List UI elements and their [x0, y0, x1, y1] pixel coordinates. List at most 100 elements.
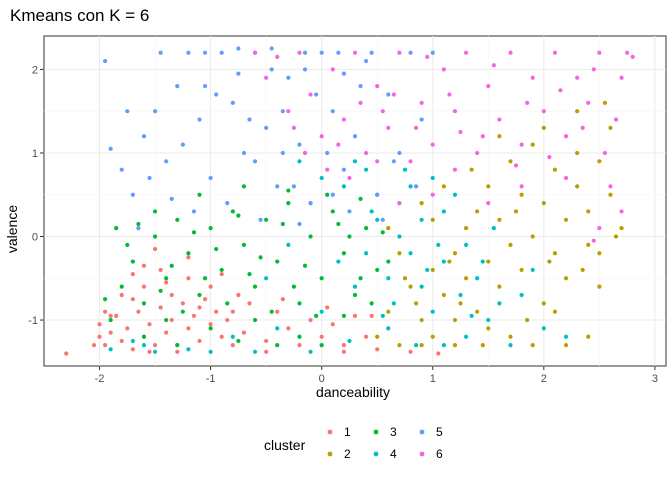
data-point-cluster-6 — [586, 100, 591, 105]
data-point-cluster-5 — [158, 50, 163, 55]
data-point-cluster-6 — [602, 150, 608, 156]
data-point-cluster-5 — [336, 50, 341, 55]
data-point-cluster-3 — [152, 209, 158, 214]
data-point-cluster-6 — [525, 100, 530, 105]
data-point-cluster-5 — [280, 109, 285, 114]
data-point-cluster-6 — [597, 50, 602, 55]
data-point-cluster-4 — [391, 301, 396, 306]
legend-key-4 — [373, 451, 379, 457]
data-point-cluster-4 — [441, 209, 446, 214]
data-point-cluster-6 — [563, 134, 569, 139]
data-point-cluster-3 — [286, 200, 291, 206]
data-point-cluster-1 — [208, 322, 213, 327]
data-point-cluster-5 — [397, 150, 402, 156]
data-point-cluster-6 — [458, 129, 463, 135]
data-point-cluster-4 — [141, 343, 147, 348]
data-point-cluster-2 — [508, 334, 513, 339]
data-point-cluster-1 — [158, 267, 163, 273]
data-point-cluster-2 — [602, 100, 608, 105]
data-point-cluster-2 — [575, 109, 580, 114]
data-point-cluster-2 — [541, 200, 546, 206]
data-point-cluster-2 — [419, 343, 424, 348]
data-point-cluster-5 — [236, 71, 241, 76]
data-point-cluster-3 — [314, 313, 319, 318]
data-point-cluster-3 — [236, 213, 241, 218]
data-point-cluster-2 — [452, 317, 458, 323]
data-point-cluster-1 — [152, 343, 158, 348]
data-point-cluster-2 — [463, 276, 469, 281]
data-point-cluster-3 — [330, 209, 335, 214]
data-point-cluster-6 — [430, 192, 435, 197]
data-point-cluster-4 — [275, 326, 280, 331]
data-point-cluster-1 — [297, 343, 302, 348]
data-point-cluster-3 — [158, 288, 163, 293]
data-point-cluster-2 — [541, 301, 546, 306]
data-point-cluster-3 — [358, 276, 363, 281]
data-point-cluster-4 — [252, 349, 258, 354]
data-point-cluster-2 — [563, 217, 569, 222]
data-point-cluster-4 — [413, 343, 419, 348]
data-point-cluster-6 — [336, 142, 341, 147]
data-point-cluster-3 — [280, 221, 285, 227]
data-point-cluster-5 — [108, 146, 113, 151]
y-tick-label: 1 — [32, 148, 38, 160]
data-point-cluster-6 — [297, 50, 302, 55]
data-point-cluster-6 — [375, 159, 380, 164]
data-point-cluster-1 — [175, 349, 180, 354]
data-point-cluster-2 — [619, 226, 624, 231]
data-point-cluster-4 — [319, 309, 324, 314]
data-point-cluster-5 — [408, 50, 413, 55]
data-point-cluster-1 — [186, 326, 191, 331]
data-point-cluster-5 — [347, 209, 352, 214]
data-point-cluster-6 — [391, 92, 396, 97]
data-point-cluster-1 — [186, 276, 191, 281]
data-point-cluster-2 — [430, 334, 435, 339]
data-point-cluster-6 — [613, 117, 619, 122]
data-point-cluster-6 — [575, 75, 580, 80]
data-point-cluster-3 — [297, 334, 302, 339]
data-point-cluster-3 — [236, 338, 241, 344]
data-point-cluster-5 — [180, 142, 185, 147]
data-point-cluster-2 — [541, 125, 546, 130]
data-point-cluster-5 — [430, 50, 435, 55]
data-point-cluster-6 — [252, 50, 258, 55]
data-point-cluster-6 — [563, 175, 569, 181]
data-point-cluster-4 — [436, 242, 441, 247]
data-point-cluster-2 — [486, 259, 491, 264]
x-tick-label: 2 — [541, 373, 547, 385]
data-point-cluster-3 — [364, 226, 369, 231]
data-point-cluster-6 — [508, 50, 513, 55]
y-tick-label: 0 — [32, 232, 38, 244]
data-point-cluster-3 — [114, 226, 119, 231]
data-point-cluster-5 — [364, 58, 369, 64]
data-point-cluster-3 — [358, 196, 363, 202]
data-point-cluster-6 — [541, 109, 546, 114]
data-point-cluster-2 — [508, 159, 513, 164]
data-point-cluster-3 — [214, 246, 219, 252]
data-point-cluster-6 — [491, 63, 496, 68]
data-point-cluster-3 — [208, 326, 213, 331]
data-point-cluster-1 — [164, 280, 169, 285]
data-point-cluster-2 — [480, 343, 485, 348]
data-point-cluster-6 — [325, 167, 330, 172]
data-point-cluster-3 — [219, 267, 224, 273]
data-point-cluster-1 — [169, 292, 174, 298]
data-point-cluster-3 — [230, 209, 235, 214]
data-point-cluster-4 — [463, 242, 469, 247]
data-point-cluster-1 — [197, 338, 202, 344]
data-point-cluster-1 — [130, 347, 135, 352]
data-point-cluster-2 — [397, 251, 402, 256]
data-point-cluster-5 — [341, 167, 346, 172]
data-point-cluster-3 — [108, 317, 113, 323]
data-point-cluster-3 — [275, 343, 280, 348]
data-point-cluster-6 — [547, 155, 552, 160]
data-point-cluster-1 — [375, 347, 380, 352]
data-point-cluster-6 — [519, 184, 524, 189]
data-point-cluster-6 — [591, 67, 596, 72]
data-point-cluster-5 — [202, 84, 208, 89]
data-point-cluster-4 — [364, 167, 369, 172]
data-point-cluster-2 — [563, 276, 569, 281]
data-point-cluster-2 — [413, 301, 419, 306]
legend-label-5: 5 — [436, 425, 443, 439]
